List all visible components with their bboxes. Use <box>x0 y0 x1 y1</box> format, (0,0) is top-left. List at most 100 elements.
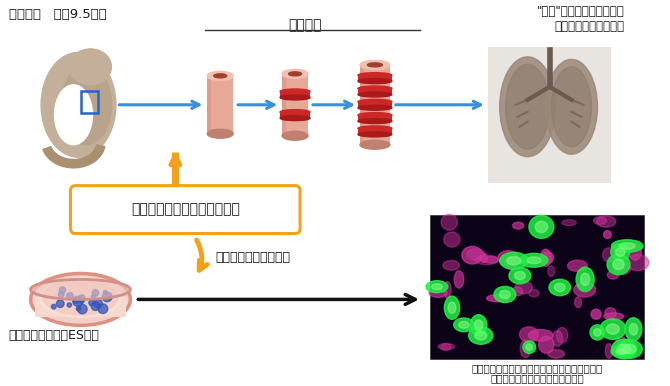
Circle shape <box>94 300 103 308</box>
Text: 培養皿上で気管間充織の複合組織の誘導に成功: 培養皿上で気管間充織の複合組織の誘導に成功 <box>472 363 603 373</box>
Ellipse shape <box>529 290 539 297</box>
Circle shape <box>67 303 72 307</box>
Ellipse shape <box>611 244 630 261</box>
Ellipse shape <box>594 328 601 336</box>
Ellipse shape <box>280 110 310 115</box>
Circle shape <box>78 295 85 302</box>
FancyBboxPatch shape <box>70 186 300 234</box>
Ellipse shape <box>581 273 590 286</box>
FancyBboxPatch shape <box>358 102 392 108</box>
Ellipse shape <box>462 246 482 264</box>
Ellipse shape <box>519 327 539 342</box>
Ellipse shape <box>280 95 310 100</box>
Ellipse shape <box>574 283 596 297</box>
Ellipse shape <box>358 86 392 91</box>
Circle shape <box>92 290 98 296</box>
Ellipse shape <box>454 271 464 288</box>
Ellipse shape <box>500 57 555 157</box>
Ellipse shape <box>605 344 612 358</box>
Ellipse shape <box>623 344 636 354</box>
Ellipse shape <box>515 271 525 280</box>
FancyBboxPatch shape <box>358 115 392 121</box>
Ellipse shape <box>70 49 111 85</box>
Ellipse shape <box>360 60 390 69</box>
Ellipse shape <box>602 248 616 262</box>
Ellipse shape <box>616 348 626 354</box>
Ellipse shape <box>31 273 131 325</box>
Circle shape <box>66 293 73 300</box>
Ellipse shape <box>467 249 485 260</box>
Ellipse shape <box>596 216 616 227</box>
Ellipse shape <box>41 52 116 157</box>
Ellipse shape <box>567 260 588 271</box>
Ellipse shape <box>523 341 535 354</box>
Ellipse shape <box>520 340 531 357</box>
Ellipse shape <box>590 325 605 340</box>
Ellipse shape <box>520 253 548 267</box>
Ellipse shape <box>605 308 616 318</box>
Ellipse shape <box>282 69 308 78</box>
Circle shape <box>56 300 64 308</box>
Ellipse shape <box>444 282 451 298</box>
Ellipse shape <box>618 262 630 274</box>
Ellipse shape <box>43 280 118 315</box>
Ellipse shape <box>494 286 516 303</box>
Ellipse shape <box>431 284 442 290</box>
Ellipse shape <box>470 315 487 335</box>
Ellipse shape <box>513 222 524 229</box>
Ellipse shape <box>625 318 642 341</box>
Ellipse shape <box>552 331 563 346</box>
Ellipse shape <box>554 283 565 291</box>
Ellipse shape <box>207 71 233 80</box>
Ellipse shape <box>358 105 392 110</box>
Ellipse shape <box>475 255 498 265</box>
Ellipse shape <box>207 129 233 138</box>
Ellipse shape <box>214 74 226 78</box>
Ellipse shape <box>604 313 624 320</box>
Ellipse shape <box>612 240 643 252</box>
FancyBboxPatch shape <box>207 76 233 134</box>
Text: 気管の起源になる現象を発見: 気管の起源になる現象を発見 <box>131 203 240 217</box>
Ellipse shape <box>616 337 626 342</box>
Ellipse shape <box>612 339 636 359</box>
Ellipse shape <box>557 327 567 343</box>
Text: 培養技術の開発に応用: 培養技術の開発に応用 <box>215 251 290 264</box>
Circle shape <box>59 287 66 293</box>
Ellipse shape <box>358 113 392 118</box>
Ellipse shape <box>31 279 131 300</box>
Ellipse shape <box>576 267 594 291</box>
Ellipse shape <box>548 266 555 276</box>
Circle shape <box>73 296 83 306</box>
Ellipse shape <box>507 257 521 265</box>
FancyBboxPatch shape <box>35 298 127 317</box>
Ellipse shape <box>459 322 469 328</box>
FancyBboxPatch shape <box>360 65 390 145</box>
Ellipse shape <box>426 281 448 293</box>
Ellipse shape <box>594 217 606 224</box>
Ellipse shape <box>626 255 649 271</box>
Ellipse shape <box>545 59 598 154</box>
Ellipse shape <box>484 256 498 263</box>
Circle shape <box>98 304 108 313</box>
Ellipse shape <box>506 64 549 149</box>
Text: 気管発生: 気管発生 <box>288 18 322 32</box>
FancyBboxPatch shape <box>280 91 310 98</box>
Ellipse shape <box>499 290 511 298</box>
FancyBboxPatch shape <box>488 47 612 183</box>
Ellipse shape <box>358 126 392 131</box>
Ellipse shape <box>444 232 460 247</box>
Ellipse shape <box>575 297 582 308</box>
Circle shape <box>76 306 81 311</box>
Ellipse shape <box>448 302 456 313</box>
Ellipse shape <box>600 319 626 339</box>
FancyBboxPatch shape <box>282 74 308 136</box>
Ellipse shape <box>360 140 390 149</box>
FancyBboxPatch shape <box>358 75 392 81</box>
Ellipse shape <box>474 320 483 330</box>
Ellipse shape <box>542 252 553 264</box>
Ellipse shape <box>562 220 576 226</box>
Ellipse shape <box>367 63 383 67</box>
Ellipse shape <box>358 92 392 97</box>
Ellipse shape <box>551 67 592 147</box>
Circle shape <box>103 292 112 302</box>
